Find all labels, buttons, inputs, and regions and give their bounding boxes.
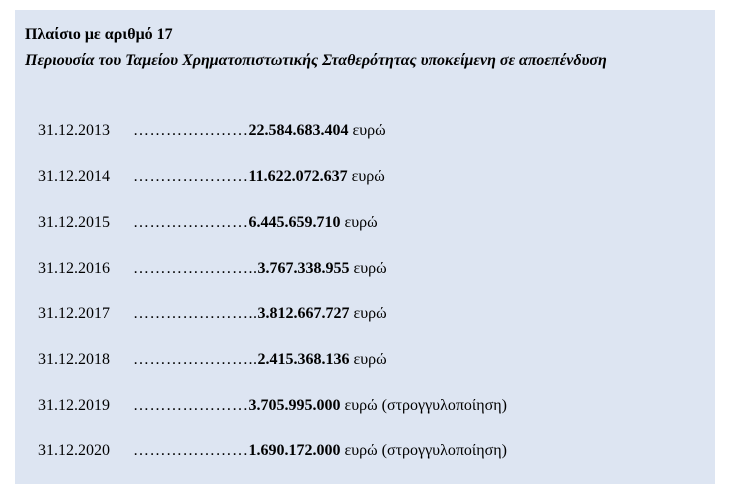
list-item: 31.12.2013 …………………22.584.683.404 ευρώ <box>38 122 386 146</box>
row-date: 31.12.2019 <box>38 397 110 414</box>
row-unit: ευρώ <box>353 351 387 368</box>
row-unit: ευρώ <box>351 168 385 185</box>
row-date: 31.12.2016 <box>38 260 110 277</box>
row-leader-dots: ………………… <box>133 214 249 231</box>
row-amount: 22.584.683.404 <box>248 122 349 139</box>
row-amount: 11.622.072.637 <box>248 168 348 185</box>
row-leader-dots: ………………… <box>133 168 249 185</box>
list-item: 31.12.2014 …………………11.622.072.637 ευρώ <box>38 168 385 192</box>
row-amount: 1.690.172.000 <box>248 442 341 459</box>
row-amount: 2.415.368.136 <box>257 351 350 368</box>
row-date: 31.12.2014 <box>38 168 110 185</box>
list-item: 31.12.2017 ………………….. 3.812.667.727 ευρώ <box>38 305 387 329</box>
list-item: 31.12.2016 ………………….. 3.767.338.955 ευρώ <box>38 260 387 284</box>
row-date: 31.12.2017 <box>38 305 110 322</box>
row-unit: ευρώ <box>353 260 387 277</box>
info-box: Πλαίσιο με αριθμό 17 Περιουσία του Ταμεί… <box>15 10 715 484</box>
row-date: 31.12.2018 <box>38 351 110 368</box>
box-subtitle: Περιουσία του Ταμείου Χρηματοπιστωτικής … <box>25 52 607 69</box>
row-leader-dots: ………………….. <box>133 305 258 322</box>
row-amount: 3.812.667.727 <box>257 305 350 322</box>
row-amount: 3.767.338.955 <box>257 260 350 277</box>
list-item: 31.12.2019 ………………… 3.705.995.000 ευρώ (στρ… <box>38 397 507 421</box>
row-date: 31.12.2020 <box>38 442 110 459</box>
row-unit: ευρώ <box>352 122 386 139</box>
row-unit: ευρώ <box>353 305 387 322</box>
row-unit: ευρώ <box>344 214 378 231</box>
list-item: 31.12.2018 ………………….. 2.415.368.136 ευρώ <box>38 351 387 375</box>
list-item: 31.12.2015 ………………… 6.445.659.710 ευρώ <box>38 214 378 238</box>
row-leader-dots: ………………… <box>133 122 249 139</box>
row-date: 31.12.2015 <box>38 214 110 231</box>
row-date: 31.12.2013 <box>38 122 110 139</box>
row-amount: 3.705.995.000 <box>248 397 341 414</box>
row-leader-dots: ………………… <box>133 442 249 459</box>
row-amount: 6.445.659.710 <box>248 214 341 231</box>
row-unit: ευρώ (στρογγυλοποίηση) <box>344 397 507 414</box>
row-leader-dots: ………………… <box>133 397 249 414</box>
row-leader-dots: ………………….. <box>133 351 258 368</box>
row-unit: ευρώ (στρογγυλοποίηση) <box>344 442 507 459</box>
list-item: 31.12.2020 ………………… 1.690.172.000 ευρώ (στρ… <box>38 442 507 466</box>
box-title: Πλαίσιο με αριθμό 17 <box>25 26 173 43</box>
row-leader-dots: ………………….. <box>133 260 258 277</box>
